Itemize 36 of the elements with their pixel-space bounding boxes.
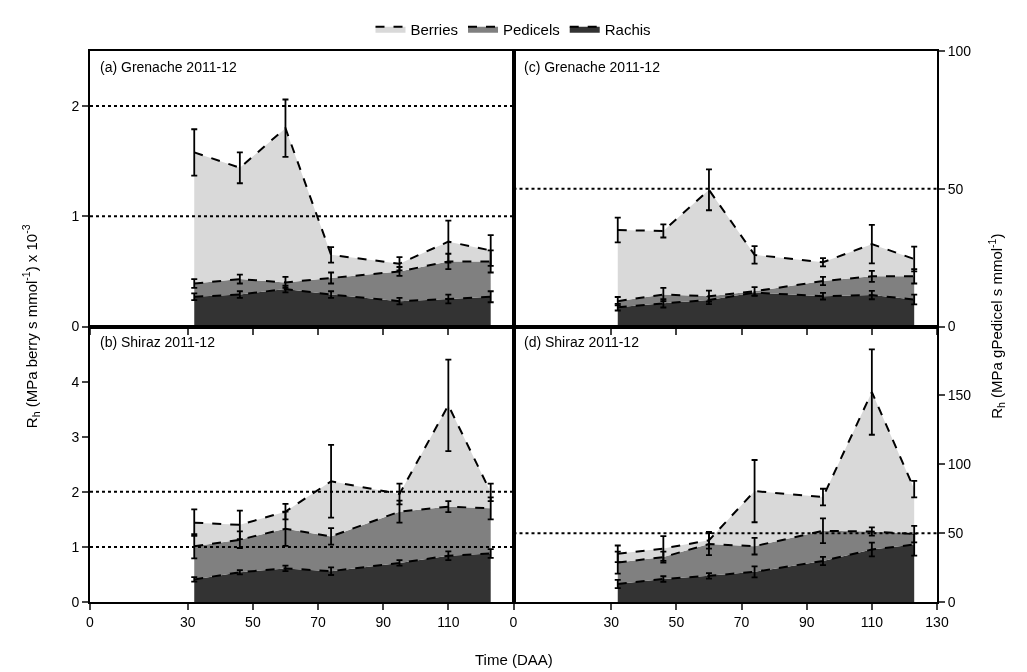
- legend-label: Rachis: [604, 20, 651, 38]
- x-tick-label: 70: [733, 613, 750, 630]
- y-tick-label: 3: [71, 428, 80, 445]
- y-tick-label: 1: [71, 208, 80, 225]
- y-tick-label: 4: [71, 373, 80, 390]
- y-tick-label: 0: [947, 593, 956, 610]
- x-tick-label: 130: [925, 613, 949, 630]
- y-tick-label: 100: [947, 42, 972, 59]
- text: (d) Shiraz 2011-12: [524, 334, 640, 350]
- x-tick-label: 50: [245, 613, 261, 630]
- x-tick-label: 70: [310, 613, 327, 630]
- legend-label: Pedicels: [503, 20, 560, 38]
- text: (b) Shiraz 2011-12: [100, 334, 216, 350]
- x-tick-label: 0: [86, 613, 95, 630]
- y-tick-label: 1: [71, 538, 80, 555]
- y-tick-label: 0: [71, 318, 80, 335]
- legend-label: Berries: [410, 20, 459, 38]
- x-tick-label: 110: [437, 613, 460, 630]
- x-tick-label: 0: [509, 613, 518, 630]
- x-tick-label: 30: [603, 613, 620, 630]
- y-tick-label: 2: [71, 98, 80, 114]
- x-axis-title: Time (DAA): [475, 651, 553, 668]
- y-tick-label: 100: [947, 456, 972, 473]
- y-tick-label: 0: [71, 593, 80, 610]
- y-tick-label: 150: [947, 387, 972, 404]
- y-tick-label: 50: [947, 525, 964, 542]
- x-tick-label: 90: [375, 613, 392, 630]
- x-tick-label: 110: [860, 613, 884, 630]
- x-tick-label: 50: [668, 613, 685, 630]
- y-tick-label: 0: [947, 318, 956, 335]
- y-tick-label: 50: [947, 180, 964, 197]
- text: (c) Grenache 2011-12: [524, 59, 661, 75]
- y-tick-label: 2: [71, 483, 80, 500]
- x-tick-label: 90: [798, 613, 815, 630]
- text: (a) Grenache 2011-12: [100, 59, 237, 75]
- x-tick-label: 30: [179, 613, 196, 630]
